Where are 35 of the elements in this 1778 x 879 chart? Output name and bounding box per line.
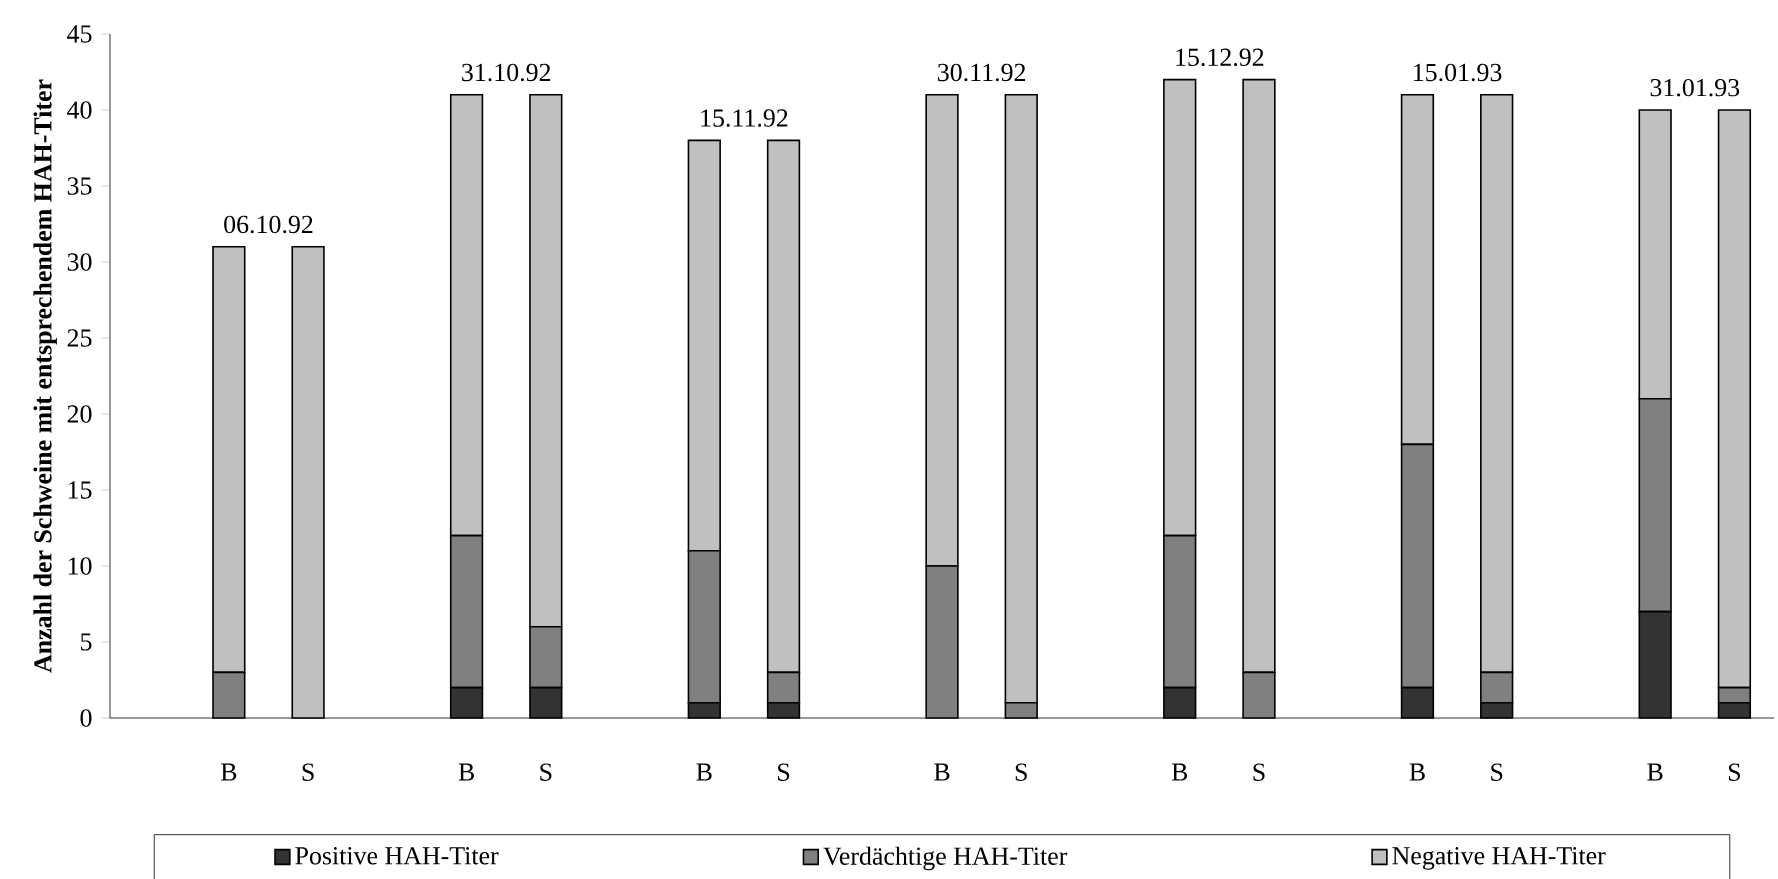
- legend-label: Negative HAH-Titer: [1392, 847, 1606, 870]
- annotation: 31.10.92: [462, 63, 551, 82]
- x-tick-label: B: [1647, 763, 1663, 781]
- y-tick-label: 0: [80, 709, 92, 727]
- y-axis-title: Anzahl der Schweine mit entsprechendem HAH-Titer: [33, 79, 57, 673]
- x-tick-label: S: [540, 763, 552, 781]
- y-tick-label: 20: [67, 405, 92, 423]
- annotation: 15.11.92: [701, 109, 788, 127]
- y-tick-label: 40: [67, 101, 92, 119]
- y-tick-label: 35: [67, 177, 92, 195]
- y-tick-label: 30: [67, 253, 92, 271]
- annotation: 15.01.93: [1414, 63, 1502, 82]
- x-tick-label: B: [696, 763, 712, 781]
- x-tick-label: S: [778, 763, 790, 781]
- x-tick-label: B: [220, 763, 237, 781]
- annotation: 31.01.93: [1650, 78, 1740, 97]
- legend-label: Positive HAH-Titer: [295, 847, 499, 865]
- y-tick-label: 5: [81, 633, 92, 651]
- x-tick-label: S: [1728, 763, 1741, 781]
- y-tick-label: 15: [68, 481, 92, 499]
- x-tick-label: S: [1491, 763, 1503, 781]
- x-tick-label: S: [1253, 763, 1265, 781]
- legend-label: Verdächtige HAH-Titer: [823, 846, 1068, 871]
- annotation: 06.10.92: [224, 215, 313, 234]
- x-tick-label: B: [1409, 763, 1425, 781]
- x-tick-label: S: [1015, 763, 1027, 781]
- x-tick-label: S: [302, 763, 314, 781]
- annotation: 30.11.92: [938, 63, 1026, 82]
- x-tick-label: B: [1171, 763, 1188, 781]
- y-tick-label: 25: [67, 329, 92, 347]
- x-tick-label: B: [458, 763, 474, 781]
- y-tick-label: 10: [68, 557, 92, 575]
- annotation: 15.12.92: [1176, 48, 1264, 67]
- y-tick-label: 45: [67, 25, 92, 43]
- x-tick-label: B: [934, 763, 950, 781]
